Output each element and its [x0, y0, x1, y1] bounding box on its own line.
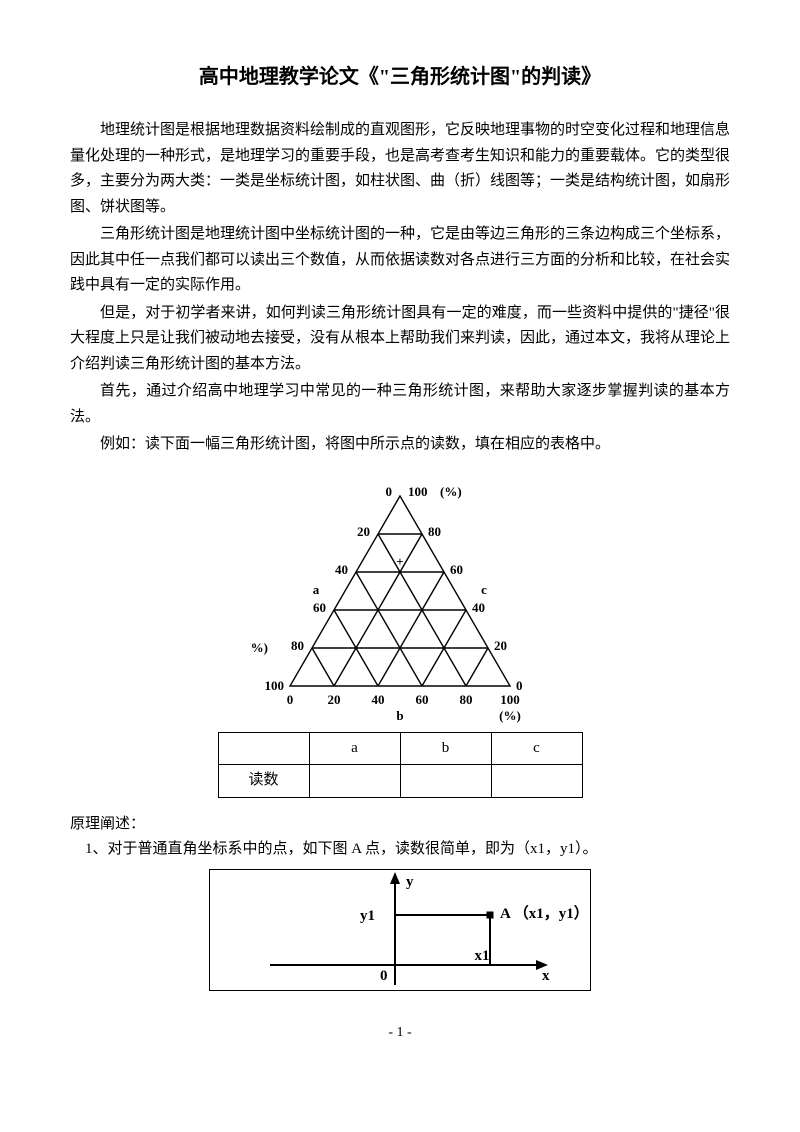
- table-cell-c: [491, 765, 582, 798]
- cartesian-chart: y x 0 y1 x1 A （x1，y1）: [209, 869, 591, 991]
- table-h2: b: [400, 732, 491, 765]
- paragraph-4: 首先，通过介绍高中地理学习中常见的一种三角形统计图，来帮助大家逐步掌握判读的基本…: [70, 379, 730, 430]
- page-title: 高中地理教学论文《"三角形统计图"的判读》: [70, 60, 730, 94]
- reading-table: a b c 读数: [218, 732, 583, 798]
- tri-c-0: 0: [516, 678, 523, 693]
- paragraph-3: 但是，对于初学者来讲，如何判读三角形统计图具有一定的难度，而一些资料中提供的"捷…: [70, 301, 730, 378]
- tri-c-60: 60: [450, 562, 463, 577]
- coord-y1: y1: [360, 908, 375, 924]
- coord-x1: x1: [475, 948, 490, 964]
- coord-point-a: A （x1，y1）: [500, 904, 589, 922]
- coord-y-label: y: [406, 874, 414, 890]
- paragraph-1: 地理统计图是根据地理数据资料绘制成的直观图形，它反映地理事物的时空变化过程和地理…: [70, 118, 730, 220]
- table-cell-b: [400, 765, 491, 798]
- tri-label-a: a: [313, 582, 320, 597]
- tri-b-60: 60: [416, 692, 429, 707]
- principle-item-1: 1、对于普通直角坐标系中的点，如下图 A 点，读数很简单，即为（x1，y1）。: [70, 837, 730, 863]
- tri-a-80: 80: [291, 638, 304, 653]
- tri-c-80: 80: [428, 524, 441, 539]
- table-header-row: a b c: [218, 732, 582, 765]
- triangle-chart: 0 20 40 60 80 100 (%) 100 80 60 40 20 0 …: [250, 466, 550, 726]
- paragraph-5: 例如：读下面一幅三角形统计图，将图中所示点的读数，填在相应的表格中。: [70, 432, 730, 458]
- tri-b-80: 80: [460, 692, 473, 707]
- tri-marker: +: [396, 554, 403, 569]
- table-row: 读数: [218, 765, 582, 798]
- tri-a-20: 20: [357, 524, 370, 539]
- page-number: - 1 -: [70, 1021, 730, 1045]
- tri-b-40: 40: [372, 692, 385, 707]
- tri-c-100: 100: [408, 484, 428, 499]
- tri-b-20: 20: [328, 692, 341, 707]
- table-row-label: 读数: [218, 765, 309, 798]
- coord-x-label: x: [542, 968, 550, 984]
- paragraph-2: 三角形统计图是地理统计图中坐标统计图的一种，它是由等边三角形的三条边构成三个坐标…: [70, 222, 730, 299]
- tri-a-0: 0: [386, 484, 393, 499]
- tri-label-b: b: [396, 708, 403, 723]
- tri-a-40: 40: [335, 562, 348, 577]
- tri-unit-right: (%): [499, 708, 521, 723]
- tri-c-40: 40: [472, 600, 485, 615]
- table-h0: [218, 732, 309, 765]
- table-h3: c: [491, 732, 582, 765]
- tri-b-0: 0: [287, 692, 294, 707]
- tri-b-100: 100: [500, 692, 520, 707]
- coord-origin: 0: [380, 968, 388, 984]
- tri-unit-left: (%): [250, 640, 268, 655]
- triangle-chart-wrap: 0 20 40 60 80 100 (%) 100 80 60 40 20 0 …: [70, 466, 730, 726]
- tri-unit-top: (%): [440, 484, 462, 499]
- table-h1: a: [309, 732, 400, 765]
- tri-a-100: 100: [265, 678, 285, 693]
- tri-label-c: c: [481, 582, 487, 597]
- principle-heading: 原理阐述：: [70, 812, 730, 838]
- tri-a-60: 60: [313, 600, 326, 615]
- tri-c-20: 20: [494, 638, 507, 653]
- table-cell-a: [309, 765, 400, 798]
